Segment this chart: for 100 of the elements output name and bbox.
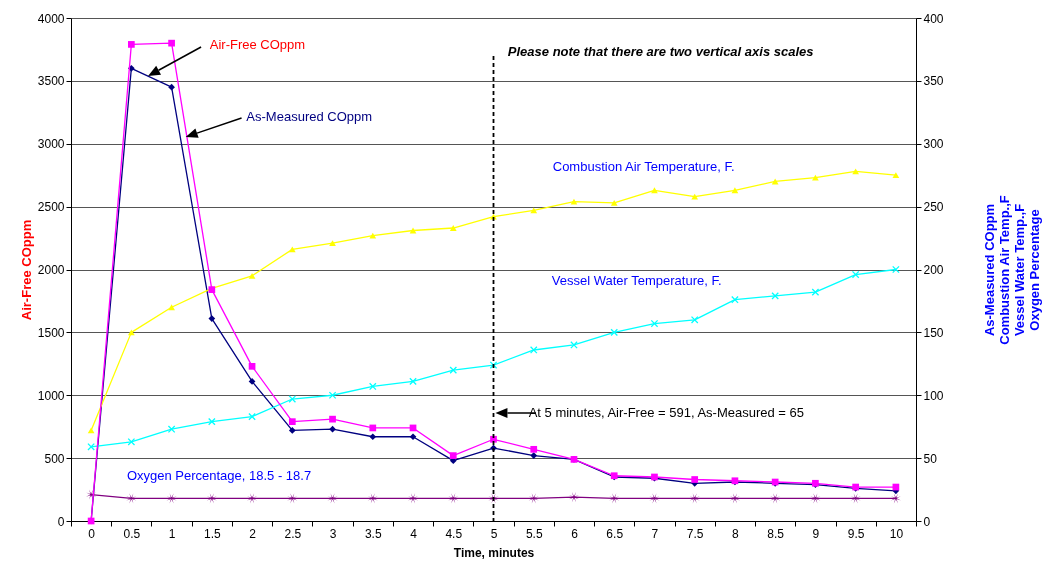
point	[449, 225, 457, 231]
y-tick-label: 3500	[37, 74, 65, 89]
point	[568, 492, 579, 503]
x-tick-label: 8	[732, 526, 740, 541]
point	[367, 493, 378, 504]
y-tick-label: 500	[44, 451, 65, 466]
point	[892, 265, 900, 274]
point	[167, 425, 176, 434]
point	[288, 418, 296, 426]
point	[528, 493, 539, 504]
point	[850, 493, 861, 504]
point	[448, 493, 459, 504]
point	[247, 493, 258, 504]
point	[449, 452, 457, 459]
point	[206, 493, 217, 504]
y2-axis-title: As-Measured COppm Combustion Air Temp.,F Vessel Water Temp.,F Oxygen Percentage	[981, 195, 1042, 345]
x-tick-label: 7	[651, 526, 659, 541]
y2-tick-label: 100	[923, 388, 944, 403]
point	[530, 452, 538, 459]
point	[128, 329, 135, 336]
x-tick-label: 5	[490, 526, 498, 541]
y2-tick-label: 0	[923, 514, 931, 529]
point	[770, 493, 781, 504]
y-axis-title: Air-Free COppm	[18, 219, 34, 321]
point	[490, 435, 497, 443]
point	[168, 304, 175, 311]
point	[248, 362, 256, 370]
x-tick-label: 4	[410, 526, 418, 541]
x-tick-label: 6	[571, 526, 579, 541]
point	[329, 240, 336, 246]
point	[851, 270, 860, 279]
x-tick-label: 6.5	[606, 526, 624, 541]
x-tick-label: 5.5	[525, 526, 543, 541]
series-label: Vessel Water Temperature, F.	[551, 273, 722, 288]
point	[127, 437, 136, 446]
point	[87, 443, 95, 451]
point	[328, 391, 337, 400]
x-tick-label: 2	[249, 526, 257, 541]
point	[126, 493, 137, 504]
point	[329, 415, 336, 423]
point	[288, 427, 296, 434]
point	[570, 198, 578, 205]
point	[852, 168, 859, 175]
point	[610, 199, 618, 206]
annotation: At 5 minutes, Air-Free = 591, As-Measured = 65	[528, 405, 804, 420]
point	[651, 187, 658, 194]
x-tick-label: 3	[329, 526, 337, 541]
y2-tick-label: 250	[923, 200, 944, 215]
point	[248, 378, 256, 385]
y-tick-label: 2500	[37, 200, 65, 215]
point	[409, 433, 417, 441]
y-tick-label: 3000	[37, 137, 65, 152]
point	[369, 433, 377, 441]
point	[811, 288, 820, 296]
point	[890, 493, 901, 504]
point	[369, 424, 377, 432]
point	[287, 493, 298, 504]
y-tick-label: 2000	[37, 263, 65, 277]
x-tick-label: 9.5	[847, 526, 865, 541]
point	[288, 395, 297, 403]
point	[128, 41, 135, 48]
point	[248, 272, 256, 279]
text: As-Measured COppm	[246, 109, 373, 124]
point	[530, 445, 538, 453]
x-tick-label: 1.5	[203, 526, 221, 541]
y2-tick-label: 50	[923, 451, 938, 466]
point	[691, 476, 699, 483]
point	[329, 425, 336, 433]
y-tick-label: 1500	[37, 325, 65, 340]
point	[610, 328, 619, 337]
point	[892, 172, 900, 179]
point	[731, 187, 739, 194]
point	[449, 366, 458, 374]
y-tick-label: 4000	[37, 11, 65, 26]
point	[609, 493, 620, 504]
point	[812, 174, 819, 181]
point	[409, 377, 417, 386]
point	[168, 39, 175, 47]
x-tick-label: 4.5	[445, 526, 463, 541]
y-tick-label: 0	[57, 514, 65, 529]
point	[729, 493, 740, 504]
series-label: Oxygen Percentage, 18.5 - 18.7	[126, 468, 312, 483]
x-tick-label: 0	[88, 526, 96, 541]
x-tick-label: 1	[168, 526, 176, 541]
x-tick-label: 3.5	[364, 526, 382, 541]
point	[208, 417, 216, 426]
point	[368, 382, 377, 391]
point	[168, 83, 175, 91]
point	[529, 346, 538, 354]
series-label: Combustion Air Temperature, F.	[552, 159, 735, 174]
point	[208, 315, 216, 322]
y2-tick-label: 200	[923, 263, 944, 277]
x-axis-title: Time, minutes	[453, 545, 535, 560]
y-tick-label: 1000	[37, 388, 65, 403]
text: Air-Free COppm	[209, 37, 306, 52]
x-tick-label: 9	[812, 526, 820, 541]
x-tick-label: 10	[889, 526, 904, 541]
annotation: Please note that there are two vertical axis scales	[507, 44, 814, 59]
y2-tick-label: 350	[923, 74, 944, 89]
y2-tick-label: 300	[923, 137, 944, 152]
